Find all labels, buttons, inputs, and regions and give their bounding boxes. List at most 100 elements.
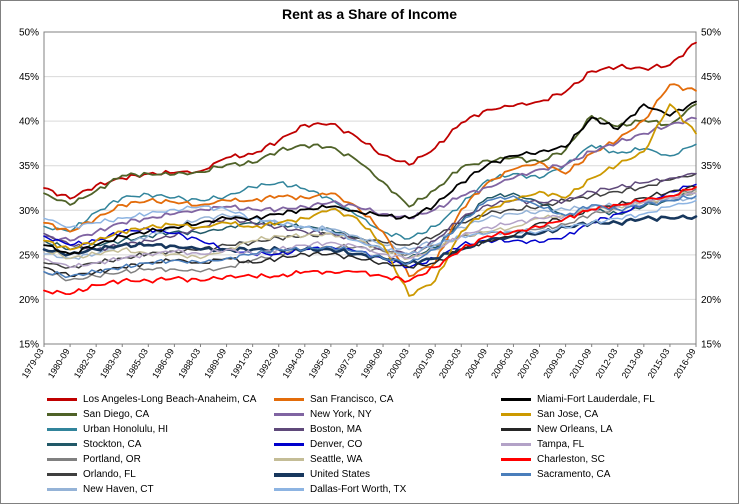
legend-swatch — [274, 443, 304, 446]
legend-item: Sacramento, CA — [501, 467, 655, 482]
legend-item: Miami-Fort Lauderdale, FL — [501, 392, 655, 407]
y-axis-label-right: 35% — [701, 161, 721, 172]
legend-label: Urban Honolulu, HI — [83, 424, 169, 435]
series-line — [43, 41, 697, 200]
legend-swatch — [274, 472, 304, 477]
legend-label: New Haven, CT — [83, 484, 154, 495]
legend-item: Tampa, FL — [501, 437, 655, 452]
legend-item: San Francisco, CA — [274, 392, 501, 407]
legend-label: San Diego, CA — [83, 409, 150, 420]
legend-item: New Haven, CT — [47, 482, 274, 497]
x-axis-label: 2012-03 — [593, 347, 619, 380]
series-line — [43, 103, 697, 297]
plot-border — [43, 31, 697, 345]
legend-swatch — [47, 428, 77, 431]
legend-label: Seattle, WA — [310, 454, 363, 465]
series-line — [43, 172, 697, 269]
x-axis-label: 1980-09 — [46, 347, 72, 380]
x-axis-label: 2015-03 — [646, 347, 672, 380]
x-axis-label: 1994-03 — [281, 347, 307, 380]
legend-label: United States — [310, 469, 371, 480]
series-line — [43, 103, 697, 208]
x-axis-label: 2003-03 — [437, 347, 463, 380]
legend-item: Denver, CO — [274, 437, 501, 452]
series-line — [43, 116, 697, 242]
x-axis-label: 1989-09 — [202, 347, 228, 380]
y-axis-label-left: 15% — [19, 340, 39, 351]
legend-swatch — [47, 458, 77, 461]
legend-swatch — [501, 398, 531, 401]
legend-swatch — [47, 398, 77, 401]
legend-item: Seattle, WA — [274, 452, 501, 467]
legend-label: San Francisco, CA — [310, 394, 394, 405]
legend-label: Miami-Fort Lauderdale, FL — [537, 394, 655, 405]
y-axis-label-right: 25% — [701, 250, 721, 261]
x-axis-label: 1986-09 — [150, 347, 176, 380]
x-axis-label: 1995-09 — [307, 347, 333, 380]
y-axis-label-right: 20% — [701, 295, 721, 306]
legend-label: Stockton, CA — [83, 439, 142, 450]
legend-item: Boston, MA — [274, 422, 501, 437]
legend-swatch — [274, 488, 304, 491]
legend-label: Orlando, FL — [83, 469, 136, 480]
legend-swatch — [501, 473, 531, 476]
x-axis-label: 1988-03 — [176, 347, 202, 380]
legend-label: New York, NY — [310, 409, 372, 420]
legend-item: Portland, OR — [47, 452, 274, 467]
legend-label: Tampa, FL — [537, 439, 585, 450]
series-line — [43, 199, 697, 255]
y-axis-label-right: 30% — [701, 206, 721, 217]
y-axis-label-right: 45% — [701, 72, 721, 83]
y-axis-label-left: 35% — [19, 161, 39, 172]
legend-swatch — [274, 413, 304, 416]
y-axis-label-left: 30% — [19, 206, 39, 217]
x-axis-label: 1998-09 — [359, 347, 385, 380]
legend-swatch — [47, 473, 77, 476]
legend-label: New Orleans, LA — [537, 424, 613, 435]
x-axis-label: 2004-09 — [463, 347, 489, 380]
legend-label: Sacramento, CA — [537, 469, 611, 480]
legend-item: Charleston, SC — [501, 452, 655, 467]
x-axis-label: 1979-03 — [20, 347, 46, 380]
legend-label: Charleston, SC — [537, 454, 605, 465]
plot-area: 15% 15% 20% 20% 25% 25% 30% 30% 35% 35% 40% 40% 45% 4… — [19, 28, 721, 381]
legend-swatch — [501, 428, 531, 431]
y-axis-label-left: 40% — [19, 117, 39, 128]
legend-label: Denver, CO — [310, 439, 363, 450]
y-axis-label-left: 50% — [19, 28, 39, 39]
y-axis-label-right: 50% — [701, 28, 721, 39]
legend-item: Orlando, FL — [47, 467, 274, 482]
legend-item: New Orleans, LA — [501, 422, 655, 437]
y-axis-label-left: 25% — [19, 250, 39, 261]
x-axis-label: 1985-03 — [124, 347, 150, 380]
series-line — [43, 100, 697, 255]
y-axis-label-right: 40% — [701, 117, 721, 128]
legend-item: New York, NY — [274, 407, 501, 422]
legend-label: Boston, MA — [310, 424, 362, 435]
legend-item: San Jose, CA — [501, 407, 655, 422]
legend-item: United States — [274, 467, 501, 482]
legend-label: San Jose, CA — [537, 409, 599, 420]
x-axis-label: 1983-09 — [98, 347, 124, 380]
series-line — [43, 186, 697, 295]
x-axis-label: 2013-09 — [620, 347, 646, 380]
series-line — [43, 195, 697, 279]
x-axis-label: 2000-03 — [385, 347, 411, 380]
legend-item: Los Angeles-Long Beach-Anaheim, CA — [47, 392, 274, 407]
series-line — [43, 83, 697, 278]
legend-item: Dallas-Fort Worth, TX — [274, 482, 501, 497]
x-axis-label: 2010-09 — [567, 347, 593, 380]
legend-item: Stockton, CA — [47, 437, 274, 452]
series-line — [43, 143, 697, 240]
legend-swatch — [274, 428, 304, 431]
y-axis-label-left: 20% — [19, 295, 39, 306]
legend-column: San Francisco, CA New York, NY Boston, MA D… — [274, 392, 501, 497]
legend-swatch — [501, 413, 531, 416]
legend-swatch — [274, 458, 304, 461]
x-axis-label: 2009-03 — [541, 347, 567, 380]
x-axis-label: 1997-03 — [333, 347, 359, 380]
legend-swatch — [501, 443, 531, 446]
x-axis-label: 2007-09 — [515, 347, 541, 380]
legend-swatch — [501, 458, 531, 461]
